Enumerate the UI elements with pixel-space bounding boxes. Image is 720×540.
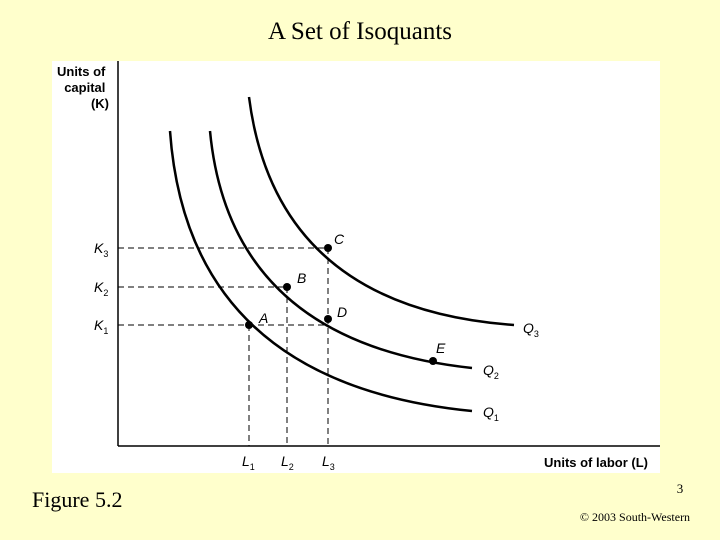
point-b — [283, 283, 291, 291]
point-c-label: C — [334, 231, 345, 247]
point-e-label: E — [436, 340, 446, 356]
isoquant-q1-curve — [168, 130, 473, 413]
point-b-label: B — [297, 270, 306, 286]
point-c — [324, 244, 332, 252]
point-a — [245, 321, 253, 329]
y-axis-label-line-3: (K) — [91, 96, 109, 111]
isoquant-q2-label: Q2 — [483, 362, 499, 381]
figure-label: Figure 5.2 — [32, 487, 123, 512]
y-axis-label-line-1: Units of — [57, 64, 106, 79]
point-d-label: D — [337, 304, 347, 320]
tick-k3: K3 — [94, 240, 108, 259]
svg-text:Units of capital (: Units of capital (K) — [57, 64, 109, 111]
isoquant-figure: Units of capital (K) Units of labor (L) — [52, 61, 660, 473]
y-axis-label-line-2: capital — [64, 80, 105, 95]
point-d — [324, 315, 332, 323]
isoquant-q3-curve — [247, 96, 515, 327]
point-a-label: A — [258, 310, 268, 326]
slide-title: A Set of Isoquants — [267, 18, 453, 45]
page-number: 3 — [676, 481, 684, 496]
tick-l1: L1 — [242, 453, 255, 472]
isoquant-diagram: Units of capital (K) Units of labor (L) — [57, 61, 660, 472]
tick-l2: L2 — [281, 453, 294, 472]
isoquant-q2-curve — [208, 130, 473, 370]
tick-l3: L3 — [322, 453, 335, 472]
tick-k1: K1 — [94, 317, 108, 336]
isoquant-q3-label: Q3 — [523, 320, 539, 339]
x-axis-label: Units of labor (L) — [544, 455, 648, 470]
point-e — [429, 357, 437, 365]
copyright-notice: © 2003 South-Western — [579, 510, 691, 524]
isoquant-q1-label: Q1 — [483, 404, 499, 423]
tick-k2: K2 — [94, 279, 108, 298]
